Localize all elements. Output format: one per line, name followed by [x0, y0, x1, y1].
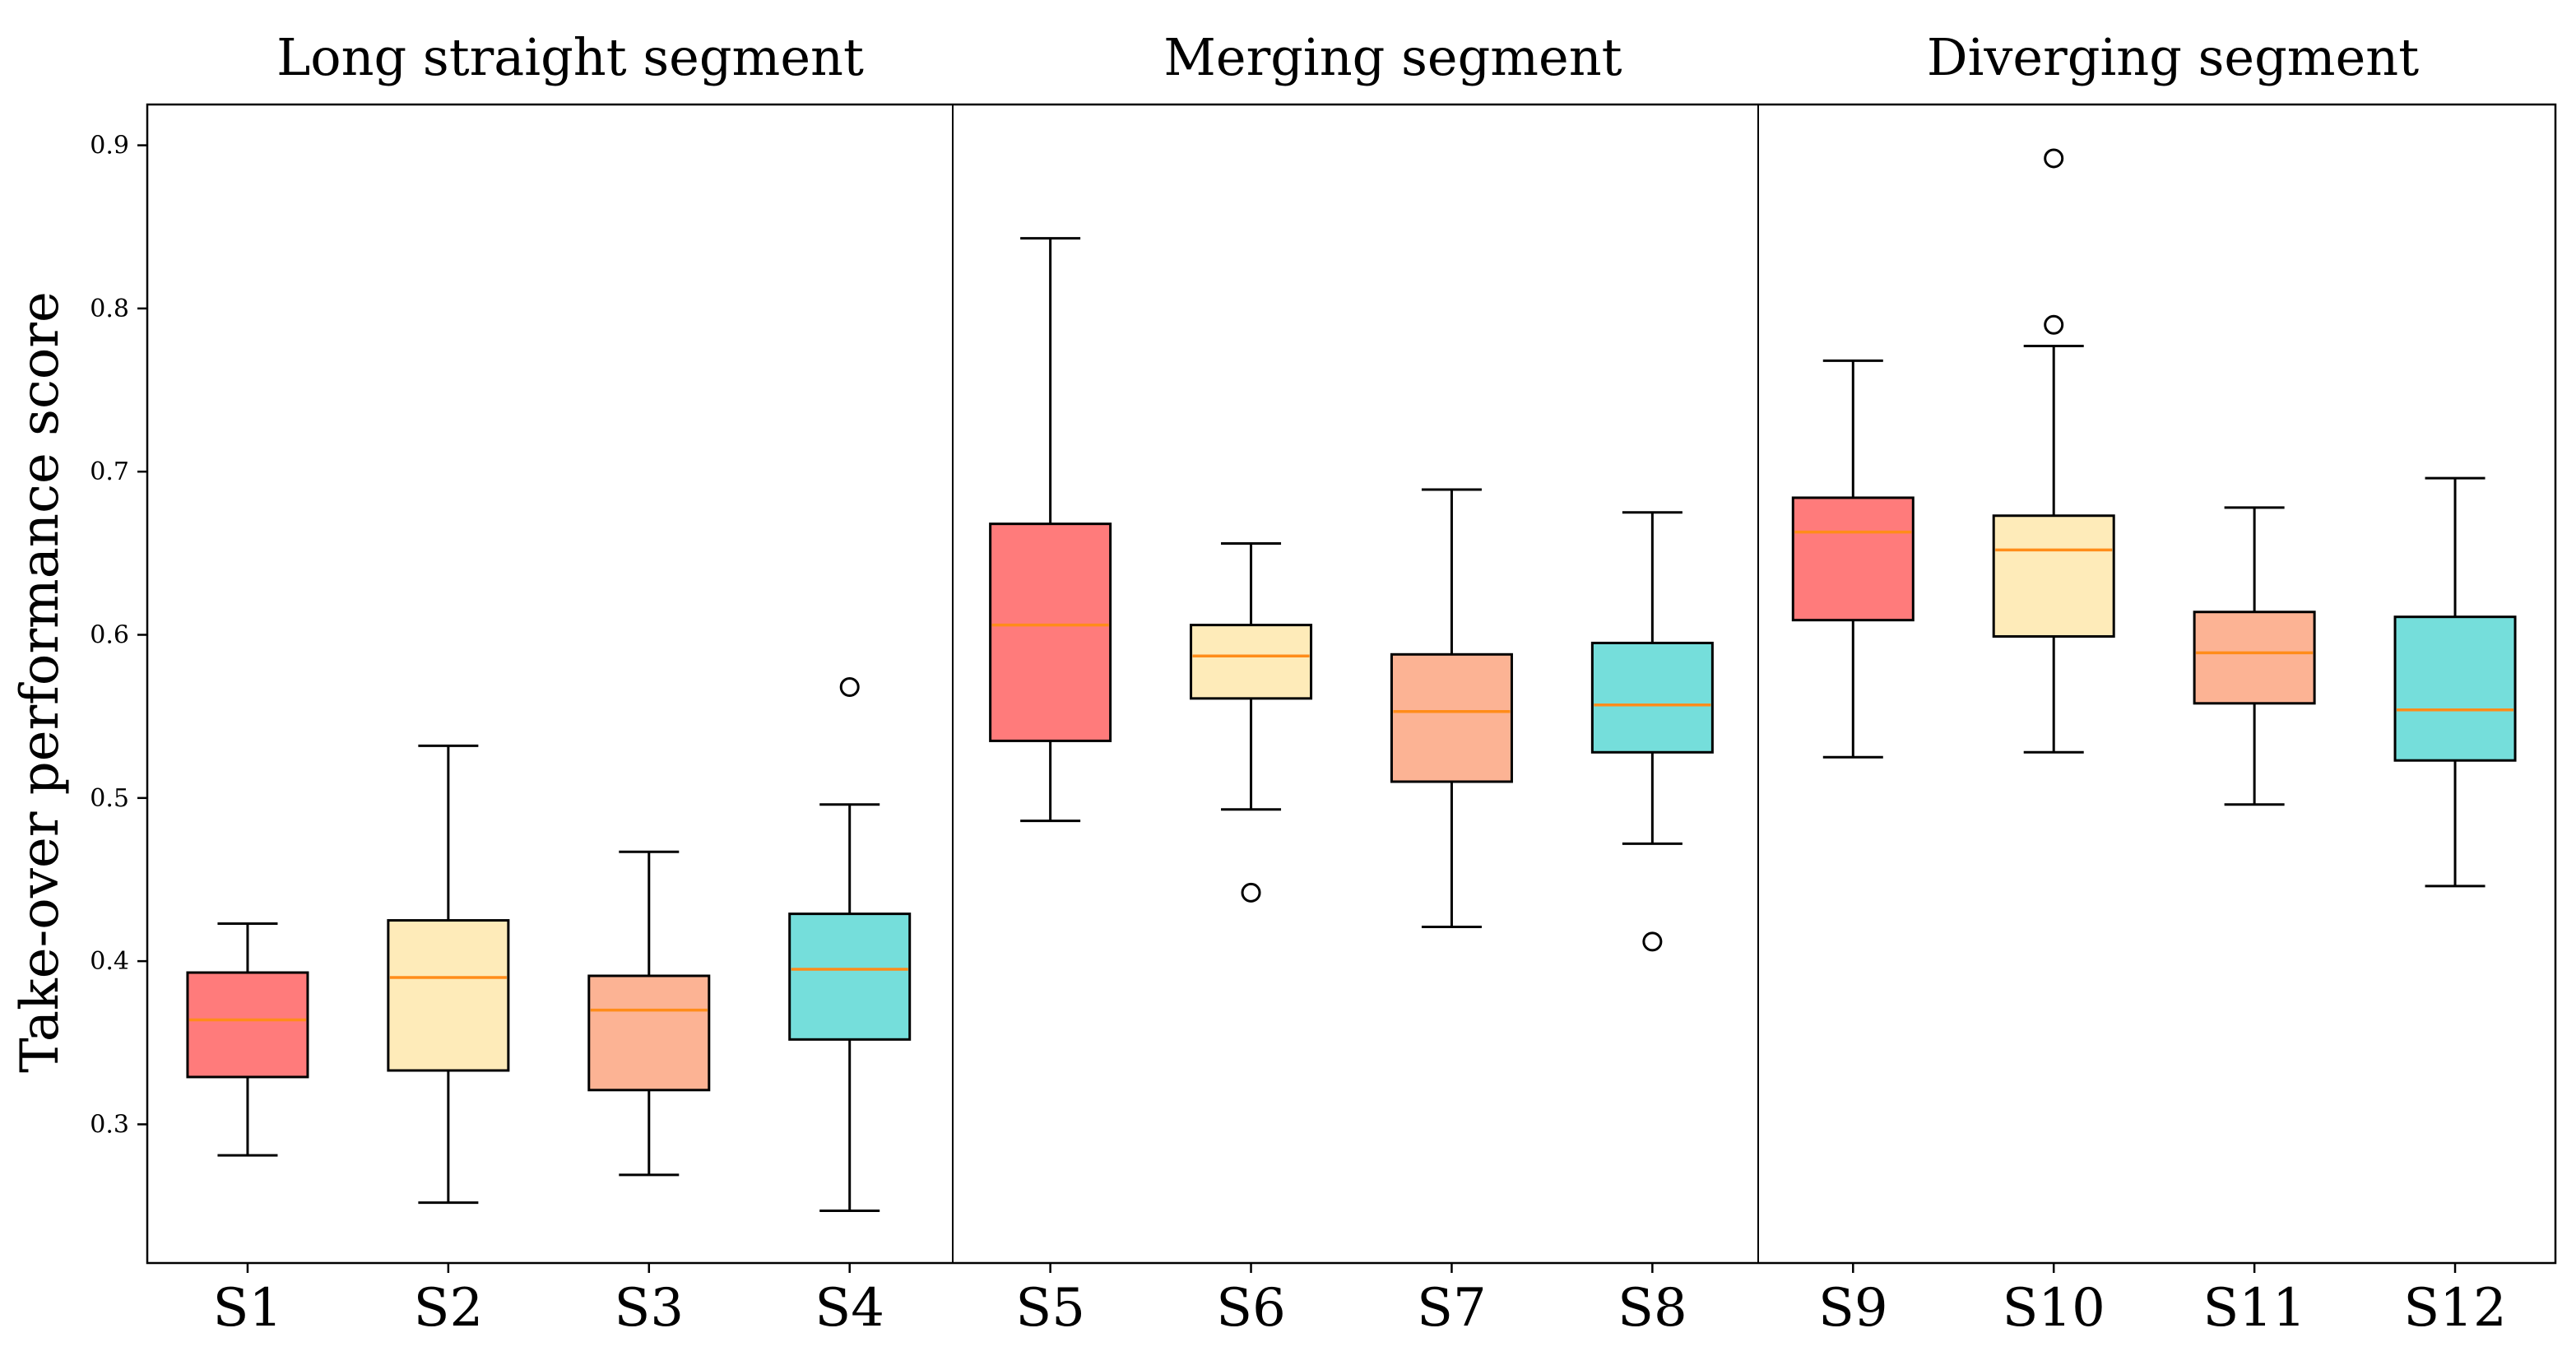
iqr-box-s2: [387, 919, 510, 1072]
x-tick-label-s1: S1: [213, 1278, 283, 1339]
outlier-s8-0: [1642, 931, 1663, 952]
outlier-s4-0: [839, 676, 860, 697]
y-tick-label-3: 0.6: [90, 621, 129, 650]
y-tick-label-5: 0.8: [90, 295, 129, 323]
box-s4: S4: [788, 676, 912, 1339]
box-s11: S11: [2193, 506, 2316, 1339]
box-s8: S8: [1590, 511, 1714, 1339]
iqr-box-s12: [2393, 615, 2517, 762]
box-s6: S6: [1190, 541, 1313, 1339]
x-tick-label-s10: S10: [2003, 1278, 2105, 1339]
iqr-box-s5: [989, 522, 1112, 742]
box-s10: S10: [1992, 148, 2115, 1339]
y-axis-label: Take-over performance score: [10, 291, 71, 1073]
iqr-box-s10: [1992, 514, 2115, 638]
iqr-box-s11: [2193, 611, 2316, 705]
iqr-box-s4: [788, 913, 912, 1041]
outlier-s6-0: [1241, 882, 1261, 903]
box-layer: S1 S2 S3 S4 S5 S6 S7 S8 S9 S10 S11 S12: [186, 148, 2517, 1339]
x-tick-label-s4: S4: [815, 1278, 884, 1339]
x-tick-label-s8: S8: [1618, 1278, 1687, 1339]
x-tick-label-s2: S2: [414, 1278, 484, 1339]
x-tick-label-s7: S7: [1417, 1278, 1487, 1339]
plot-frame: [146, 103, 2557, 1265]
x-tick-label-s11: S11: [2202, 1278, 2305, 1339]
x-tick-label-s12: S12: [2403, 1278, 2506, 1339]
box-s3: S3: [587, 850, 711, 1339]
outlier-s10-1: [2044, 148, 2064, 169]
iqr-box-s6: [1190, 624, 1313, 700]
group-title-long-straight: Long straight segment: [276, 27, 864, 87]
box-s5: S5: [989, 237, 1112, 1339]
box-s9: S9: [1791, 359, 1915, 1339]
x-tick-label-s5: S5: [1015, 1278, 1085, 1339]
group-title-merging: Merging segment: [1163, 27, 1622, 87]
y-tick-label-1: 0.4: [90, 947, 129, 976]
x-tick-label-s6: S6: [1216, 1278, 1286, 1339]
y-tick-label-4: 0.7: [90, 457, 129, 486]
box-s2: S2: [387, 744, 510, 1339]
iqr-box-s9: [1791, 496, 1915, 622]
group-title-diverging: Diverging segment: [1927, 27, 2419, 87]
x-tick-label-s9: S9: [1818, 1278, 1888, 1339]
y-tick-label-6: 0.9: [90, 132, 129, 160]
box-s7: S7: [1390, 488, 1513, 1339]
box-s1: S1: [186, 922, 309, 1339]
iqr-box-s1: [186, 971, 309, 1079]
x-tick-label-s3: S3: [615, 1278, 685, 1339]
y-tick-label-2: 0.5: [90, 784, 129, 813]
outlier-s10-0: [2044, 314, 2064, 335]
iqr-box-s3: [587, 974, 711, 1092]
y-tick-layer: 0.3 0.4 0.5 0.6 0.7 0.8 0.9: [90, 132, 147, 1139]
iqr-box-s7: [1390, 652, 1513, 783]
y-tick-label-0: 0.3: [90, 1110, 129, 1139]
box-s12: S12: [2393, 476, 2517, 1339]
iqr-box-s8: [1590, 641, 1714, 754]
